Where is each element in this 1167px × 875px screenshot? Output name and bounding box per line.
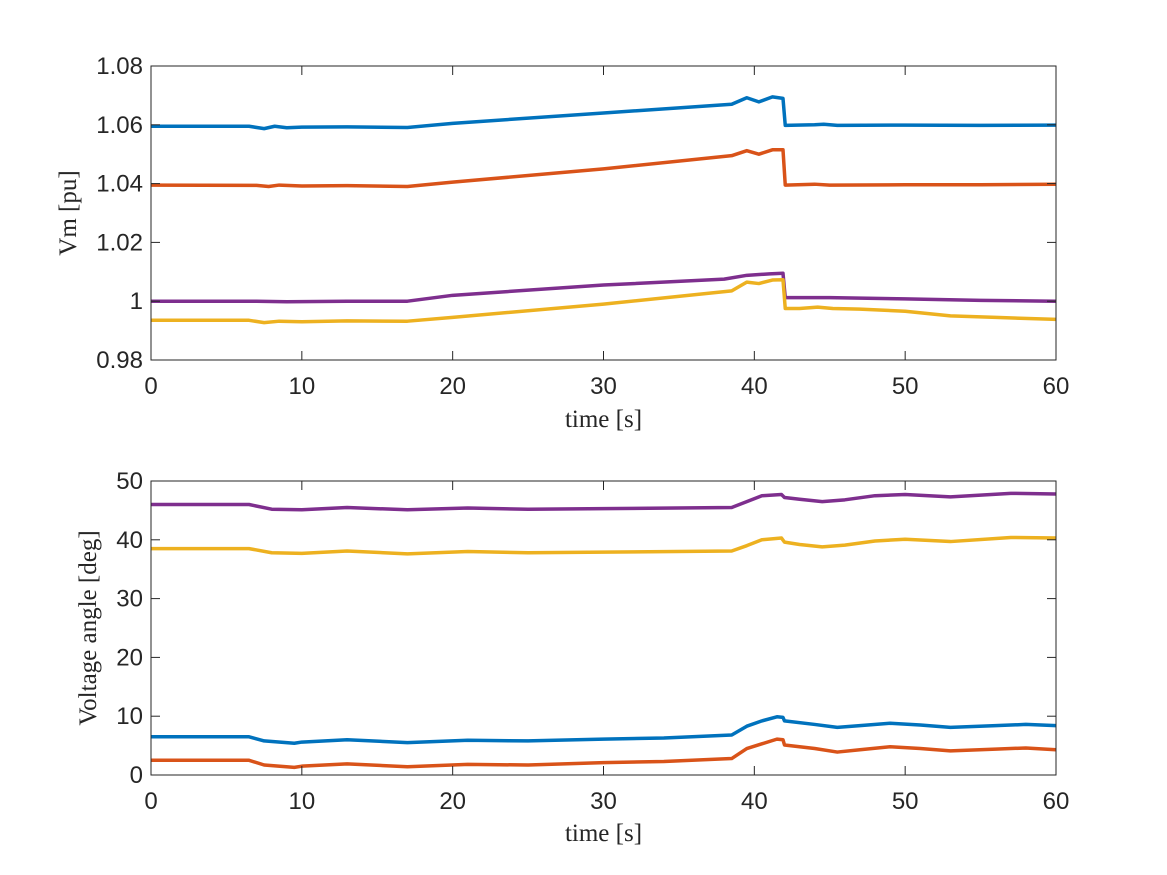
x-tick-label: 10: [288, 788, 315, 815]
series-line-3: [151, 271, 1057, 304]
y-tick-label: 1.04: [96, 171, 143, 198]
y-tick-label: 30: [116, 586, 143, 613]
y-tick-label: 1.02: [96, 229, 143, 256]
series-line-4: [151, 277, 1057, 325]
y-axis-label: Vm [pu]: [55, 170, 82, 255]
series-line-3: [151, 715, 1057, 745]
series-line-4: [151, 737, 1057, 770]
x-tick-label: 20: [439, 373, 466, 400]
y-tick-label: 40: [116, 527, 143, 554]
series-line-1: [151, 95, 1057, 131]
y-tick-label: 50: [116, 468, 143, 495]
x-tick-label: 0: [144, 788, 157, 815]
x-tick-label: 40: [741, 373, 768, 400]
y-tick-label: 20: [116, 644, 143, 671]
x-tick-label: 10: [288, 373, 315, 400]
x-tick-label: 50: [892, 788, 919, 815]
y-tick-label: 1: [130, 288, 143, 315]
y-axis-label: Voltage angle [deg]: [75, 530, 102, 725]
y-tick-label: 0.98: [96, 347, 143, 374]
x-tick-label: 60: [1043, 788, 1070, 815]
series-line-2: [150, 148, 1057, 189]
x-tick-label: 0: [144, 373, 157, 400]
axes-box: [150, 480, 1057, 776]
y-tick-label: 1.08: [96, 53, 143, 80]
axes-box: [150, 65, 1057, 361]
x-tick-label: 40: [741, 788, 768, 815]
x-axis-label: time [s]: [565, 820, 642, 847]
voltage-magnitude-panel: 0 10 20 30 40 50 60 0.98 1 1.02 1.04 1.06 1.08 time […: [55, 53, 1069, 433]
voltage-angle-panel: 0 10 20 30 40 50 60 0 10 20 30 40 50 time [s] Voltage …: [75, 468, 1069, 847]
y-tick-label: 0: [130, 762, 143, 789]
x-tick-label: 60: [1043, 373, 1070, 400]
series-line-1: [151, 491, 1057, 512]
x-tick-label: 30: [590, 373, 617, 400]
x-tick-label: 20: [439, 788, 466, 815]
y-tick-label: 10: [116, 703, 143, 730]
x-tick-label: 30: [590, 788, 617, 815]
x-tick-label: 50: [892, 373, 919, 400]
y-tick-label: 1.06: [96, 112, 143, 139]
series-line-2: [151, 535, 1057, 556]
x-axis-label: time [s]: [565, 406, 642, 433]
